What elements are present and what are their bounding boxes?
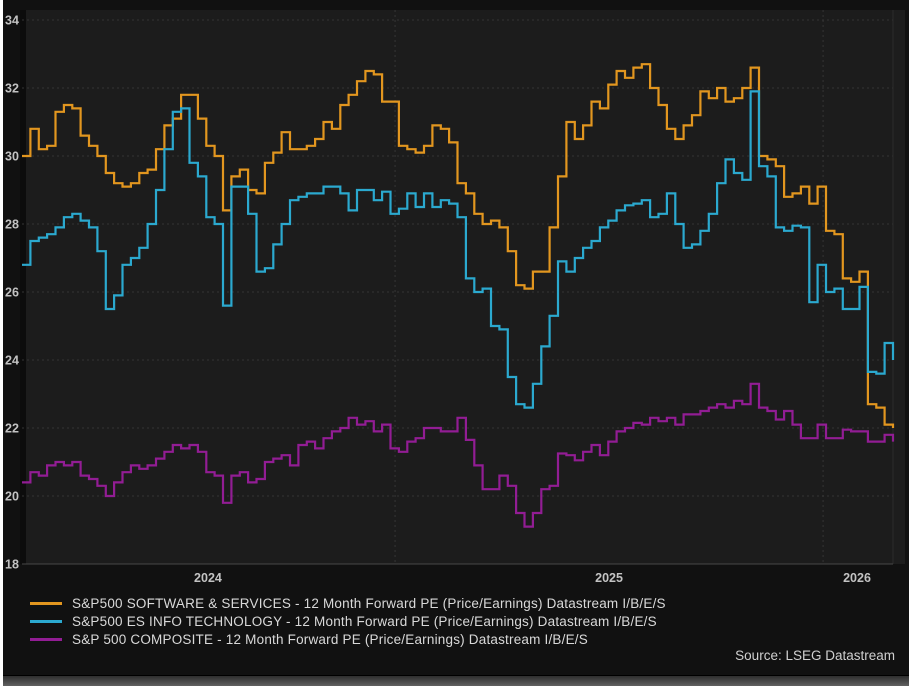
legend-swatch-composite <box>30 637 62 641</box>
chart-canvas: 34 32 30 28 26 24 22 20 18 2024 2025 2026 <box>5 10 905 585</box>
legend-label-software-services: S&P500 SOFTWARE & SERVICES - 12 Month Fo… <box>72 595 666 611</box>
svg-text:28: 28 <box>5 218 19 232</box>
legend-row: S&P500 SOFTWARE & SERVICES - 12 Month Fo… <box>30 594 666 612</box>
legend-label-composite: S&P 500 COMPOSITE - 12 Month Forward PE … <box>72 631 588 647</box>
svg-text:2024: 2024 <box>194 571 222 585</box>
svg-text:20: 20 <box>5 490 19 504</box>
svg-text:30: 30 <box>5 150 19 164</box>
legend-swatch-software-services <box>30 601 62 605</box>
svg-text:2026: 2026 <box>843 571 871 585</box>
legend-label-info-technology: S&P500 ES INFO TECHNOLOGY - 12 Month For… <box>72 613 657 629</box>
svg-text:34: 34 <box>5 14 19 28</box>
horizontal-scrollbar[interactable] <box>3 675 909 686</box>
legend-swatch-info-technology <box>30 619 62 623</box>
svg-text:22: 22 <box>5 422 19 436</box>
svg-text:2025: 2025 <box>595 571 623 585</box>
svg-text:32: 32 <box>5 82 19 96</box>
legend-row: S&P500 ES INFO TECHNOLOGY - 12 Month For… <box>30 612 666 630</box>
source-attribution: Source: LSEG Datastream <box>735 648 895 663</box>
svg-text:18: 18 <box>5 558 19 572</box>
legend-row: S&P 500 COMPOSITE - 12 Month Forward PE … <box>30 630 666 648</box>
svg-text:24: 24 <box>5 354 19 368</box>
chart-legend: S&P500 SOFTWARE & SERVICES - 12 Month Fo… <box>30 594 666 648</box>
chart-container: 34 32 30 28 26 24 22 20 18 2024 2025 2026 S&P500 SO… <box>3 0 909 686</box>
svg-text:26: 26 <box>5 286 19 300</box>
